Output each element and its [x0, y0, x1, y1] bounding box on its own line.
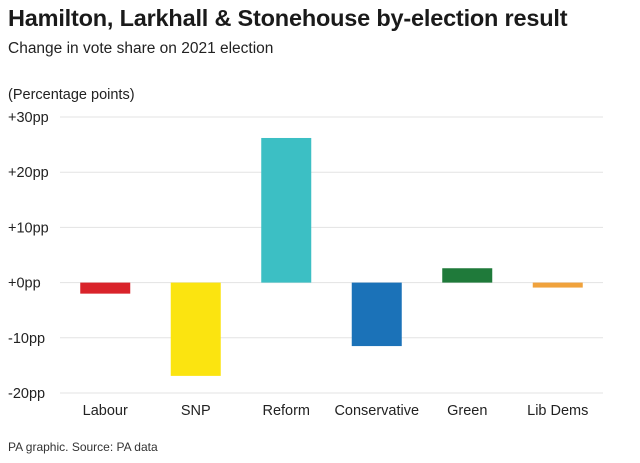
y-tick-label: +20pp: [8, 165, 49, 181]
x-tick-label: SNP: [181, 403, 211, 419]
chart-title: Hamilton, Larkhall & Stonehouse by-elect…: [8, 5, 568, 31]
x-tick-labels: Labour SNP Reform Conservative Green Lib Dems: [83, 403, 589, 419]
bar-conservative: [351, 282, 402, 347]
source-note: PA graphic. Source: PA data: [8, 440, 158, 454]
y-tick-labels: +30pp +20pp +10pp +0pp -10pp -20pp: [8, 110, 49, 402]
y-axis-label: (Percentage points): [8, 87, 135, 103]
bar-labour: [80, 282, 131, 294]
x-tick-label: Conservative: [334, 403, 419, 419]
bar-green: [442, 268, 493, 283]
chart-subtitle: Change in vote share on 2021 election: [8, 40, 274, 57]
bar-snp: [170, 282, 221, 376]
x-tick-label: Lib Dems: [527, 403, 588, 419]
x-tick-label: Labour: [83, 403, 128, 419]
gridlines: [60, 116, 603, 394]
y-tick-label: +0pp: [8, 276, 41, 292]
x-tick-label: Green: [447, 403, 487, 419]
bar-reform: [261, 137, 312, 283]
x-tick-label: Reform: [262, 403, 310, 419]
y-tick-label: -20pp: [8, 386, 45, 402]
bar-lib-dems: [532, 282, 583, 288]
y-tick-label: -10pp: [8, 331, 45, 347]
bars: [80, 137, 583, 376]
y-tick-label: +10pp: [8, 220, 49, 236]
y-tick-label: +30pp: [8, 110, 49, 126]
